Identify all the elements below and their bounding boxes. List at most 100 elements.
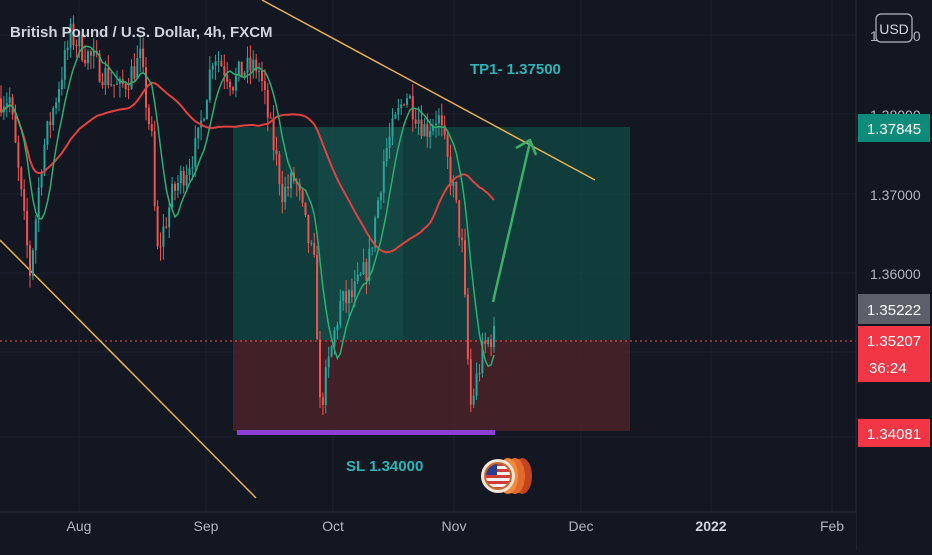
candle-body	[29, 245, 31, 276]
candle-body	[246, 57, 249, 73]
candle-body	[26, 210, 29, 246]
upper-trendline[interactable]	[261, 0, 596, 181]
candle-body	[266, 90, 269, 118]
candle-body	[101, 81, 104, 86]
candle-body	[252, 59, 255, 71]
candle-body	[313, 242, 316, 255]
candle-body	[116, 83, 118, 85]
price-tick: 1.36000	[870, 266, 921, 282]
candle-body	[440, 115, 443, 126]
candle-body	[226, 75, 229, 82]
candle-body	[493, 326, 495, 348]
candle-body	[113, 84, 116, 86]
candle-body	[234, 75, 237, 91]
candle-body	[377, 200, 379, 218]
candle-body	[66, 47, 69, 51]
target-zone-highlight	[318, 127, 403, 340]
candle-body	[136, 58, 139, 79]
candle-body	[139, 48, 142, 59]
candlestick-series	[0, 15, 495, 416]
stop-zone	[233, 340, 630, 431]
candle-body	[182, 170, 185, 186]
candle-body	[327, 356, 330, 368]
candle-body	[278, 154, 281, 185]
candle-body	[263, 81, 266, 91]
candle-body	[165, 226, 168, 228]
candle-body	[487, 339, 490, 345]
candle-body	[429, 131, 432, 137]
lower-trendline[interactable]	[0, 239, 257, 499]
candle-body	[449, 156, 452, 186]
candle-body	[475, 373, 478, 396]
candle-body	[150, 124, 153, 132]
candle-body	[382, 161, 385, 193]
candle-body	[110, 84, 113, 86]
candle-body	[319, 339, 321, 398]
candle-body	[185, 174, 188, 186]
candle-body	[324, 367, 327, 405]
candle-body	[316, 254, 319, 340]
time-tick: Feb	[820, 518, 844, 534]
candle-body	[371, 247, 374, 249]
candle-body	[194, 138, 197, 168]
tp-label: TP1- 1.37500	[470, 61, 561, 78]
currency-button[interactable]: USD	[875, 13, 913, 43]
candle-body	[46, 121, 49, 145]
candle-body	[455, 181, 458, 201]
candle-body	[37, 187, 40, 220]
candle-body	[72, 23, 75, 46]
candle-body	[43, 144, 46, 174]
candle-body	[385, 147, 388, 162]
candle-body	[232, 87, 234, 91]
candle-body	[469, 359, 472, 405]
candle-body	[284, 186, 287, 203]
sl-marker-bar[interactable]	[237, 430, 495, 435]
candle-body	[84, 59, 87, 64]
projection-arrow[interactable]	[491, 138, 538, 303]
candle-body	[478, 372, 481, 374]
candle-body	[179, 170, 182, 184]
symbol-title[interactable]: British Pound / U.S. Dollar, 4h, FXCM	[10, 24, 273, 41]
candle-body	[220, 60, 223, 67]
candle-body	[321, 397, 324, 405]
bar-countdown: 36:24	[869, 360, 907, 377]
candle-body	[304, 202, 307, 216]
us-flag-coin-stack-icon[interactable]	[481, 458, 532, 494]
candle-body	[348, 290, 350, 304]
candle-body	[435, 123, 437, 126]
candle-body	[333, 330, 336, 347]
candle-body	[92, 50, 95, 56]
candle-body	[78, 34, 81, 47]
candle-body	[374, 217, 377, 248]
candle-body	[127, 88, 130, 90]
candle-body	[420, 119, 423, 137]
candle-body	[330, 346, 333, 357]
candle-body	[365, 262, 368, 281]
candle-body	[174, 183, 176, 191]
time-tick: 2022	[695, 518, 726, 534]
candle-body	[14, 114, 17, 143]
time-tick: Nov	[442, 518, 467, 534]
candle-body	[452, 181, 455, 186]
candle-body	[171, 183, 174, 208]
candle-body	[342, 291, 345, 301]
candle-body	[461, 237, 464, 241]
price-axis[interactable]: 1.39000 1.38000 1.37000 1.36000	[855, 0, 932, 550]
candle-body	[466, 294, 469, 360]
time-tick: Aug	[67, 518, 92, 534]
candle-body	[426, 124, 429, 137]
candle-body	[34, 219, 37, 251]
candle-body	[281, 184, 284, 203]
time-axis[interactable]: Aug Sep Oct Nov Dec 2022 Feb	[0, 511, 856, 550]
candle-body	[87, 51, 89, 64]
candle-body	[208, 69, 211, 101]
candle-body	[353, 281, 356, 297]
candle-body	[437, 115, 440, 124]
candle-body	[156, 206, 159, 247]
candle-body	[23, 189, 26, 211]
candle-body	[403, 104, 406, 106]
last-close-price-tag: 1.35222	[858, 294, 930, 324]
candle-body	[104, 67, 107, 86]
